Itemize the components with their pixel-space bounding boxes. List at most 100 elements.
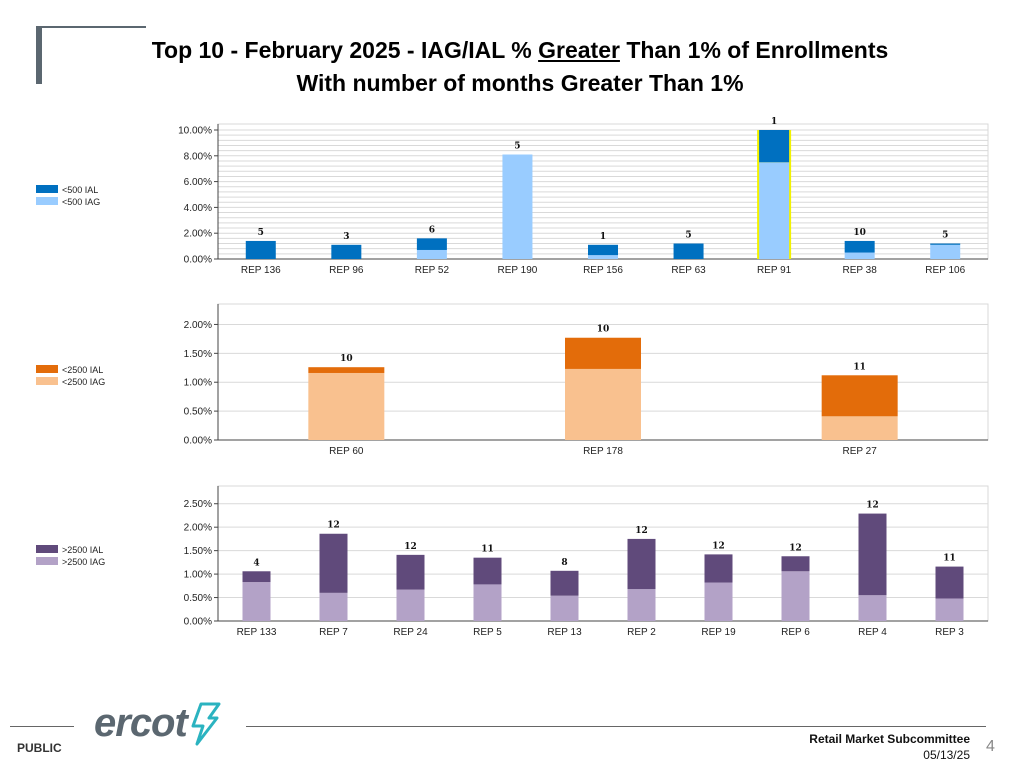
legend-swatch-2500-ial bbox=[36, 545, 58, 553]
title-line-1: Top 10 - February 2025 - IAG/IAL % Great… bbox=[50, 34, 990, 67]
data-label-rep-63: 5 bbox=[685, 231, 691, 241]
bar-rep-5-2500-ial bbox=[473, 557, 502, 585]
bar-rep-24-2500-ial bbox=[396, 554, 425, 590]
legend-label-500-iag: <500 IAG bbox=[62, 197, 100, 207]
data-label-rep-27: 11 bbox=[853, 362, 866, 372]
bar-rep-3-2500-ial bbox=[935, 566, 964, 599]
slide-title: Top 10 - February 2025 - IAG/IAL % Great… bbox=[50, 34, 990, 100]
data-label-rep-4: 12 bbox=[866, 501, 879, 511]
bar-rep-178-2500-iag bbox=[565, 368, 641, 440]
bar-rep-38-500-iag bbox=[844, 252, 875, 259]
bar-rep-60-2500-ial bbox=[308, 367, 385, 373]
y-tick-label: 10.00% bbox=[178, 126, 212, 137]
data-label-rep-96: 3 bbox=[343, 232, 349, 242]
committee-name: Retail Market Subcommittee bbox=[809, 732, 970, 746]
x-tick-label-rep-5: REP 5 bbox=[473, 627, 502, 638]
chart-under-2500: 0.00% 0.50% 1.00% 1.50% 2.00% 10 REP 60 10 REP 1… bbox=[30, 300, 1000, 462]
data-label-rep-2: 12 bbox=[635, 526, 648, 536]
bar-rep-19-2500-iag bbox=[704, 582, 733, 621]
bar-rep-24-2500-iag bbox=[396, 589, 425, 621]
chart-over-2500-svg: 0.00% 0.50% 1.00% 1.50% 2.00% 2.50% 4 REP 133 12… bbox=[36, 485, 989, 638]
y-tick-label: 0.50% bbox=[184, 407, 212, 418]
y-tick-label: 6.00% bbox=[184, 177, 212, 188]
bar-rep-106-500-iag bbox=[930, 244, 961, 259]
bar-rep-63-500-ial bbox=[673, 243, 704, 259]
chart-under-500: 0.00% 2.00% 4.00% 6.00% 8.00% 10.00% 5 REP 136 3… bbox=[30, 117, 1000, 280]
x-tick-label-rep-190: REP 190 bbox=[498, 265, 538, 276]
y-tick-label: 4.00% bbox=[184, 203, 212, 214]
slide-date: 05/13/25 bbox=[923, 748, 970, 762]
data-label-rep-136: 5 bbox=[258, 228, 264, 238]
x-tick-label-rep-178: REP 178 bbox=[583, 446, 623, 457]
bar-rep-178-2500-ial bbox=[565, 337, 641, 369]
title-line-2: With number of months Greater Than 1% bbox=[296, 70, 744, 96]
page-number: 4 bbox=[986, 738, 995, 755]
legend-swatch-500-ial bbox=[36, 185, 58, 193]
bar-rep-133-2500-ial bbox=[242, 571, 271, 583]
x-tick-label-rep-7: REP 7 bbox=[319, 627, 348, 638]
bar-rep-2-2500-iag bbox=[627, 589, 656, 621]
bar-rep-4-2500-ial bbox=[858, 513, 887, 596]
chart-under-2500-svg: 0.00% 0.50% 1.00% 1.50% 2.00% 10 REP 60 10 REP 1… bbox=[36, 303, 989, 457]
title-line-1-post: Than 1% of Enrollments bbox=[619, 37, 889, 63]
y-tick-label: 1.50% bbox=[184, 546, 212, 557]
x-tick-label-rep-133: REP 133 bbox=[237, 627, 277, 638]
data-label-rep-60: 10 bbox=[340, 354, 353, 364]
x-tick-label-rep-24: REP 24 bbox=[393, 627, 428, 638]
public-label: PUBLIC bbox=[17, 741, 62, 755]
chart-under-500-svg: 0.00% 2.00% 4.00% 6.00% 8.00% 10.00% 5 REP 136 3… bbox=[36, 117, 989, 276]
y-tick-label: 0.50% bbox=[184, 593, 212, 604]
title-accent-bar bbox=[36, 26, 42, 84]
x-tick-label-rep-13: REP 13 bbox=[547, 627, 582, 638]
y-tick-label: 0.00% bbox=[184, 617, 212, 628]
chart-over-2500: 0.00% 0.50% 1.00% 1.50% 2.00% 2.50% 4 REP 133 12… bbox=[30, 482, 1000, 642]
data-label-rep-6: 12 bbox=[789, 543, 802, 553]
bar-rep-6-2500-iag bbox=[781, 571, 810, 621]
bar-rep-133-2500-iag bbox=[242, 582, 271, 621]
y-tick-label: 1.00% bbox=[184, 378, 212, 389]
x-tick-label-rep-19: REP 19 bbox=[701, 627, 736, 638]
bar-rep-6-2500-ial bbox=[781, 556, 810, 572]
x-tick-label-rep-3: REP 3 bbox=[935, 627, 964, 638]
bar-rep-27-2500-ial bbox=[821, 375, 898, 417]
data-label-rep-7: 12 bbox=[327, 521, 340, 531]
legend-swatch-2500-iag bbox=[36, 377, 58, 385]
data-label-rep-91: 1 bbox=[771, 117, 777, 127]
title-accent-line bbox=[42, 26, 146, 28]
bar-rep-13-2500-ial bbox=[550, 570, 579, 596]
title-greater-underlined: Greater bbox=[538, 37, 620, 63]
bar-rep-190-500-iag bbox=[502, 154, 533, 259]
legend-swatch-2500-iag bbox=[36, 557, 58, 565]
legend-label-2500-ial: >2500 IAL bbox=[62, 545, 103, 555]
bar-rep-136-500-ial bbox=[245, 240, 276, 259]
data-label-rep-133: 4 bbox=[253, 558, 259, 568]
y-tick-label: 8.00% bbox=[184, 151, 212, 162]
data-label-rep-13: 8 bbox=[561, 558, 567, 568]
data-label-rep-106: 5 bbox=[942, 231, 948, 241]
bar-rep-13-2500-iag bbox=[550, 595, 579, 621]
x-tick-label-rep-27: REP 27 bbox=[843, 446, 878, 457]
x-tick-label-rep-136: REP 136 bbox=[241, 265, 281, 276]
x-tick-label-rep-106: REP 106 bbox=[925, 265, 965, 276]
bar-rep-19-2500-ial bbox=[704, 554, 733, 583]
bar-rep-4-2500-iag bbox=[858, 595, 887, 621]
bar-rep-2-2500-ial bbox=[627, 538, 656, 590]
bar-rep-3-2500-iag bbox=[935, 598, 964, 621]
y-tick-label: 2.50% bbox=[184, 499, 212, 510]
bar-rep-156-500-ial bbox=[588, 244, 618, 256]
x-tick-label-rep-156: REP 156 bbox=[583, 265, 623, 276]
y-tick-label: 1.50% bbox=[184, 349, 212, 360]
x-tick-label-rep-91: REP 91 bbox=[757, 265, 792, 276]
data-label-rep-178: 10 bbox=[597, 325, 610, 335]
y-tick-label: 2.00% bbox=[184, 320, 212, 331]
y-tick-label: 1.00% bbox=[184, 570, 212, 581]
bar-rep-52-500-ial bbox=[416, 238, 447, 250]
x-tick-label-rep-96: REP 96 bbox=[329, 265, 364, 276]
bar-rep-91-500-ial bbox=[759, 130, 790, 163]
y-tick-label: 2.00% bbox=[184, 523, 212, 534]
data-label-rep-24: 12 bbox=[404, 542, 417, 552]
x-tick-label-rep-60: REP 60 bbox=[329, 446, 364, 457]
x-tick-label-rep-63: REP 63 bbox=[671, 265, 706, 276]
x-tick-label-rep-38: REP 38 bbox=[843, 265, 878, 276]
x-tick-label-rep-4: REP 4 bbox=[858, 627, 887, 638]
